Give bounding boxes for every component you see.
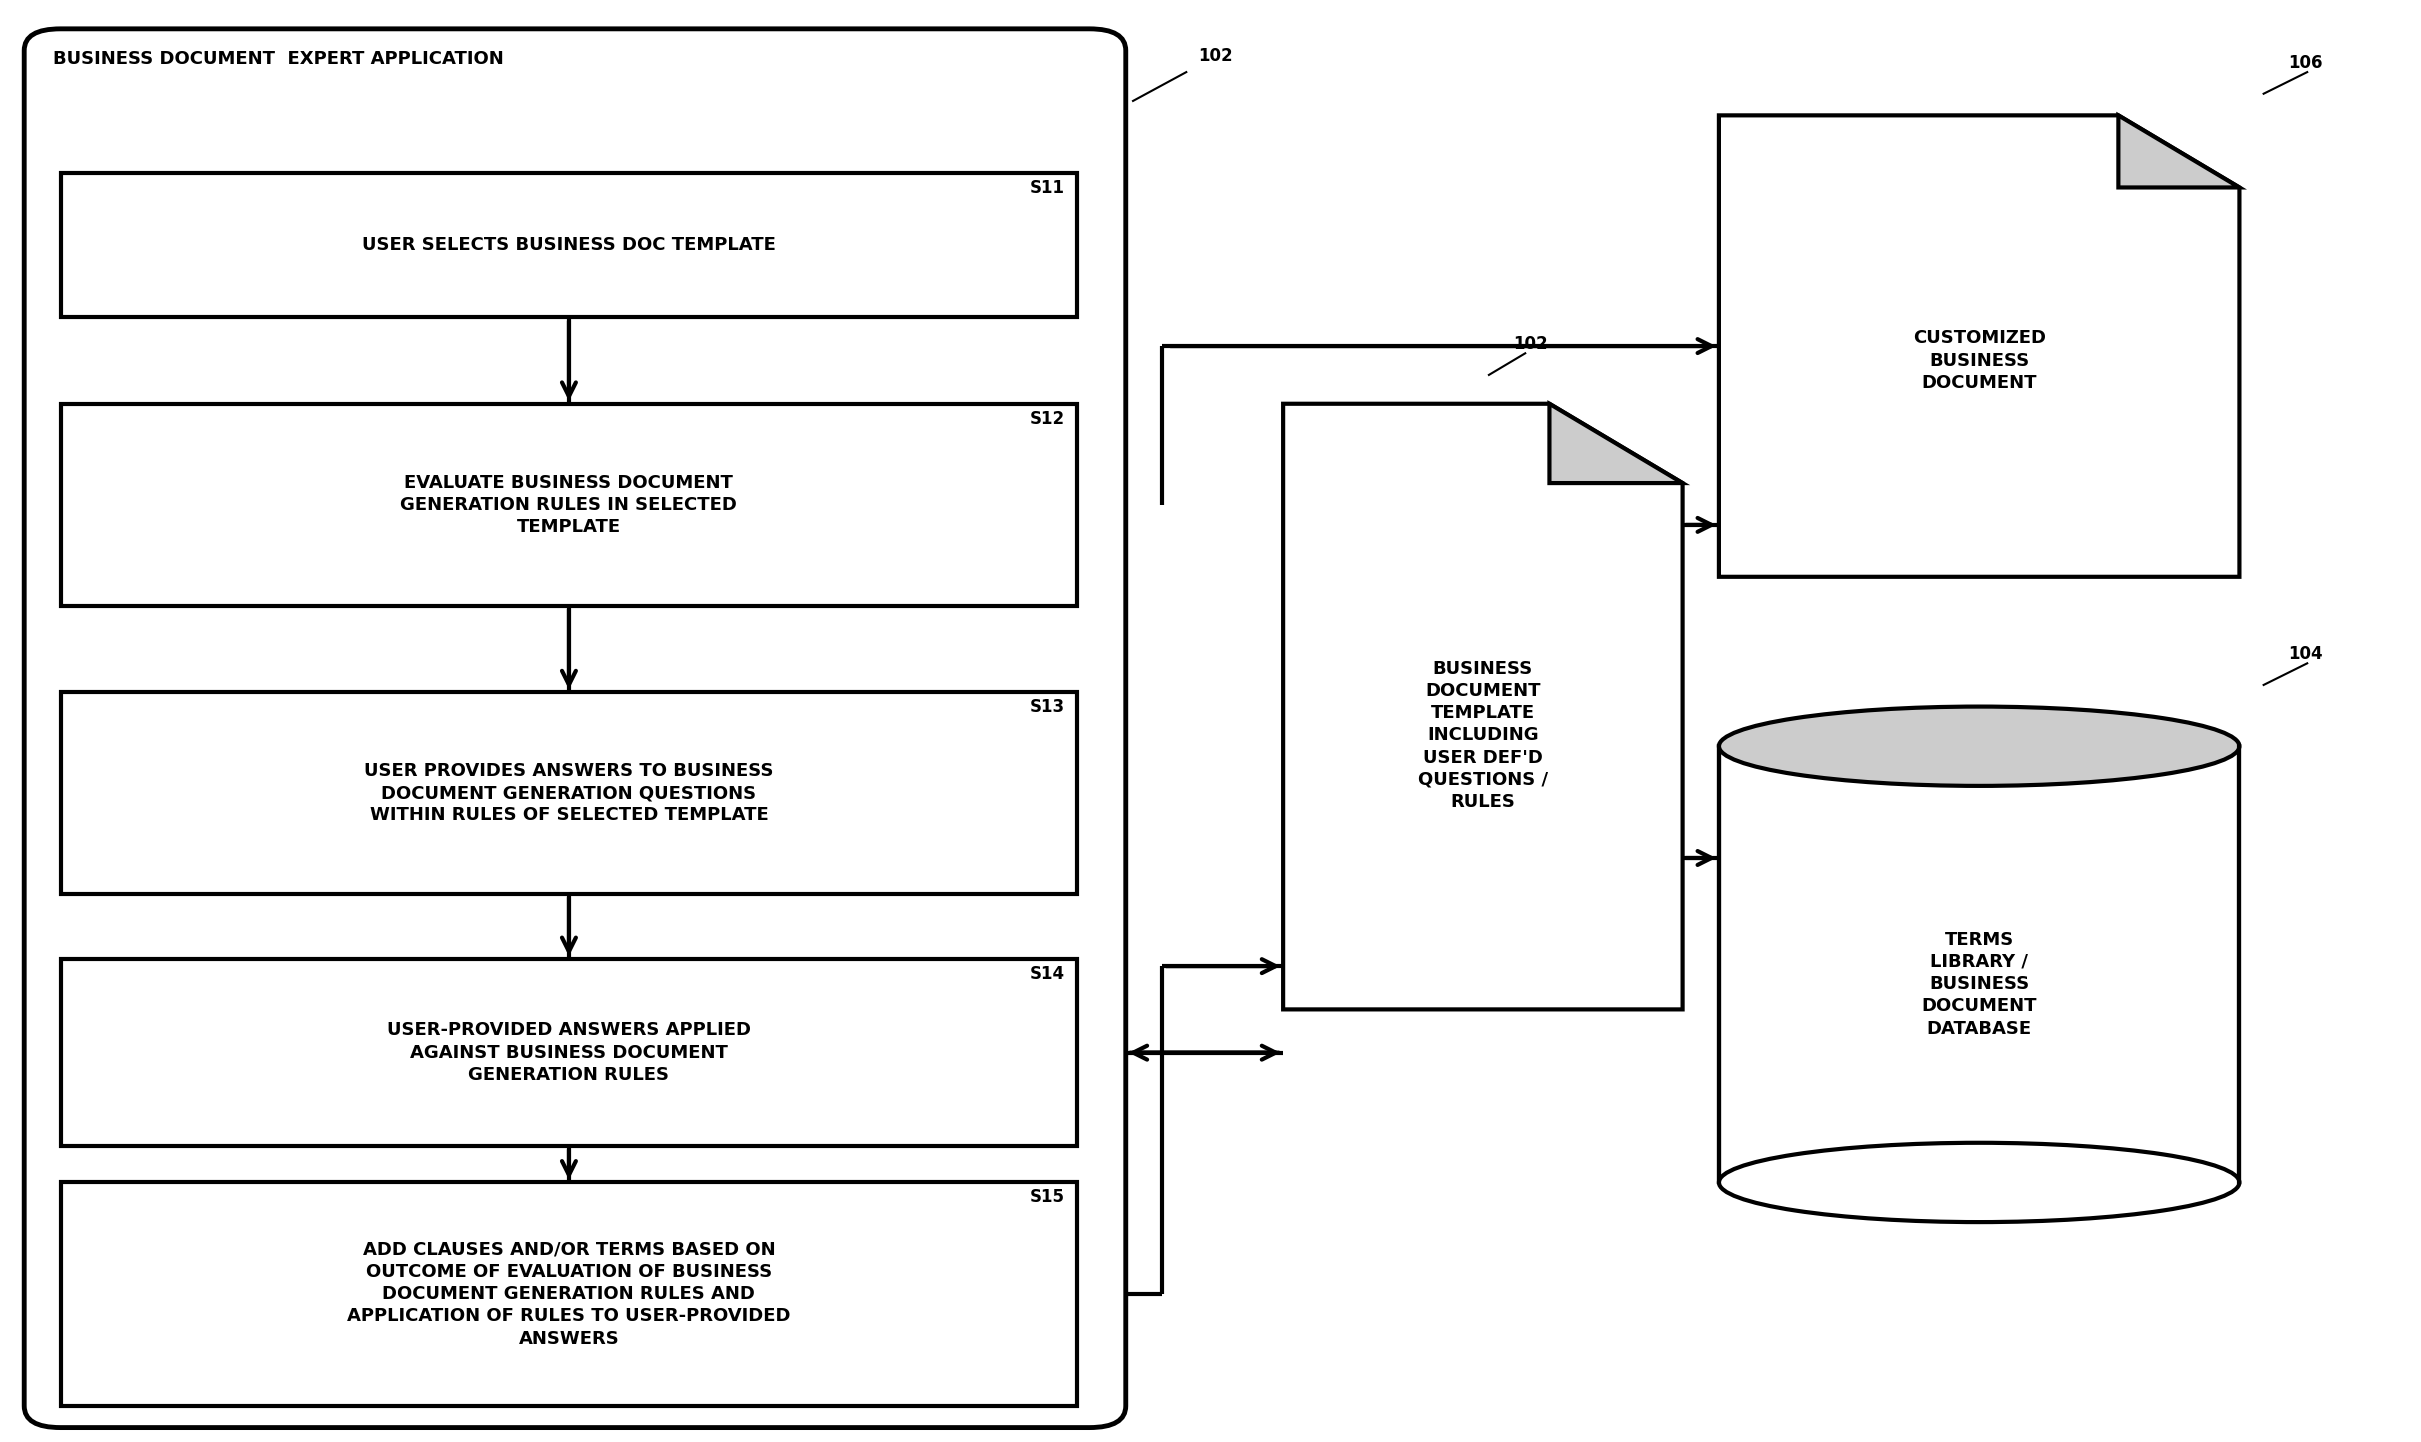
Text: BUSINESS
DOCUMENT
TEMPLATE
INCLUDING
USER DEF'D
QUESTIONS /
RULES: BUSINESS DOCUMENT TEMPLATE INCLUDING USE…	[1419, 660, 1547, 810]
Polygon shape	[2118, 115, 2239, 187]
Polygon shape	[1549, 404, 1683, 483]
Text: USER PROVIDES ANSWERS TO BUSINESS
DOCUMENT GENERATION QUESTIONS
WITHIN RULES OF : USER PROVIDES ANSWERS TO BUSINESS DOCUME…	[363, 761, 775, 825]
Polygon shape	[1283, 404, 1683, 1009]
Ellipse shape	[1719, 1142, 2239, 1223]
Text: EVALUATE BUSINESS DOCUMENT
GENERATION RULES IN SELECTED
TEMPLATE: EVALUATE BUSINESS DOCUMENT GENERATION RU…	[399, 473, 738, 536]
Bar	[61, 404, 1077, 606]
Text: 104: 104	[2288, 646, 2322, 663]
Text: S12: S12	[1029, 410, 1065, 427]
Text: S15: S15	[1031, 1188, 1065, 1206]
Text: S14: S14	[1029, 965, 1065, 982]
Text: 102: 102	[1513, 336, 1547, 353]
Bar	[61, 1182, 1077, 1406]
Text: BUSINESS DOCUMENT  EXPERT APPLICATION: BUSINESS DOCUMENT EXPERT APPLICATION	[53, 50, 504, 68]
Polygon shape	[1719, 115, 2239, 577]
Text: CUSTOMIZED
BUSINESS
DOCUMENT: CUSTOMIZED BUSINESS DOCUMENT	[1913, 329, 2046, 392]
Bar	[61, 692, 1077, 894]
Text: S11: S11	[1031, 179, 1065, 196]
Text: USER SELECTS BUSINESS DOC TEMPLATE: USER SELECTS BUSINESS DOC TEMPLATE	[363, 236, 775, 254]
Text: ADD CLAUSES AND/OR TERMS BASED ON
OUTCOME OF EVALUATION OF BUSINESS
DOCUMENT GEN: ADD CLAUSES AND/OR TERMS BASED ON OUTCOM…	[346, 1240, 792, 1348]
FancyBboxPatch shape	[24, 29, 1126, 1428]
Text: 102: 102	[1198, 48, 1232, 65]
Text: USER-PROVIDED ANSWERS APPLIED
AGAINST BUSINESS DOCUMENT
GENERATION RULES: USER-PROVIDED ANSWERS APPLIED AGAINST BU…	[387, 1021, 751, 1084]
Bar	[61, 173, 1077, 317]
Ellipse shape	[1719, 707, 2239, 786]
Bar	[61, 959, 1077, 1146]
Text: S13: S13	[1029, 698, 1065, 715]
Text: TERMS
LIBRARY /
BUSINESS
DOCUMENT
DATABASE: TERMS LIBRARY / BUSINESS DOCUMENT DATABA…	[1922, 930, 2036, 1038]
Text: 106: 106	[2288, 55, 2322, 72]
Bar	[1719, 747, 2239, 1182]
